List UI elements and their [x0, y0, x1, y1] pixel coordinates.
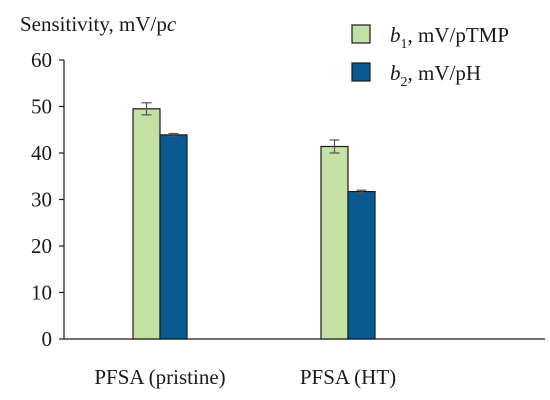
y-tick-label: 40	[31, 141, 52, 165]
y-tick-label: 50	[31, 95, 52, 119]
bar	[320, 145, 349, 340]
bar	[347, 190, 376, 340]
legend-label-b2: b2, mV/pH	[390, 61, 481, 90]
legend-swatch-b1	[351, 24, 371, 44]
y-tick-label: 10	[31, 281, 52, 305]
bars	[132, 102, 376, 340]
y-tick-label: 30	[31, 188, 52, 212]
legend-label-b1: b1, mV/pTMP	[390, 23, 509, 52]
bar	[132, 108, 161, 340]
axes: 0 10 20 30 40 50 60	[31, 48, 545, 351]
y-axis-title: Sensitivity, mV/pc	[20, 12, 177, 36]
y-tick-label: 60	[31, 48, 52, 72]
category-label: PFSA (HT)	[300, 365, 396, 389]
y-tick-label: 0	[42, 327, 53, 351]
category-labels: PFSA (pristine) PFSA (HT)	[94, 365, 396, 389]
legend: b1, mV/pTMP b2, mV/pH	[351, 23, 509, 90]
legend-swatch-b2	[351, 62, 371, 82]
category-label: PFSA (pristine)	[94, 365, 225, 389]
bar	[159, 134, 188, 340]
y-tick-label: 20	[31, 234, 52, 258]
